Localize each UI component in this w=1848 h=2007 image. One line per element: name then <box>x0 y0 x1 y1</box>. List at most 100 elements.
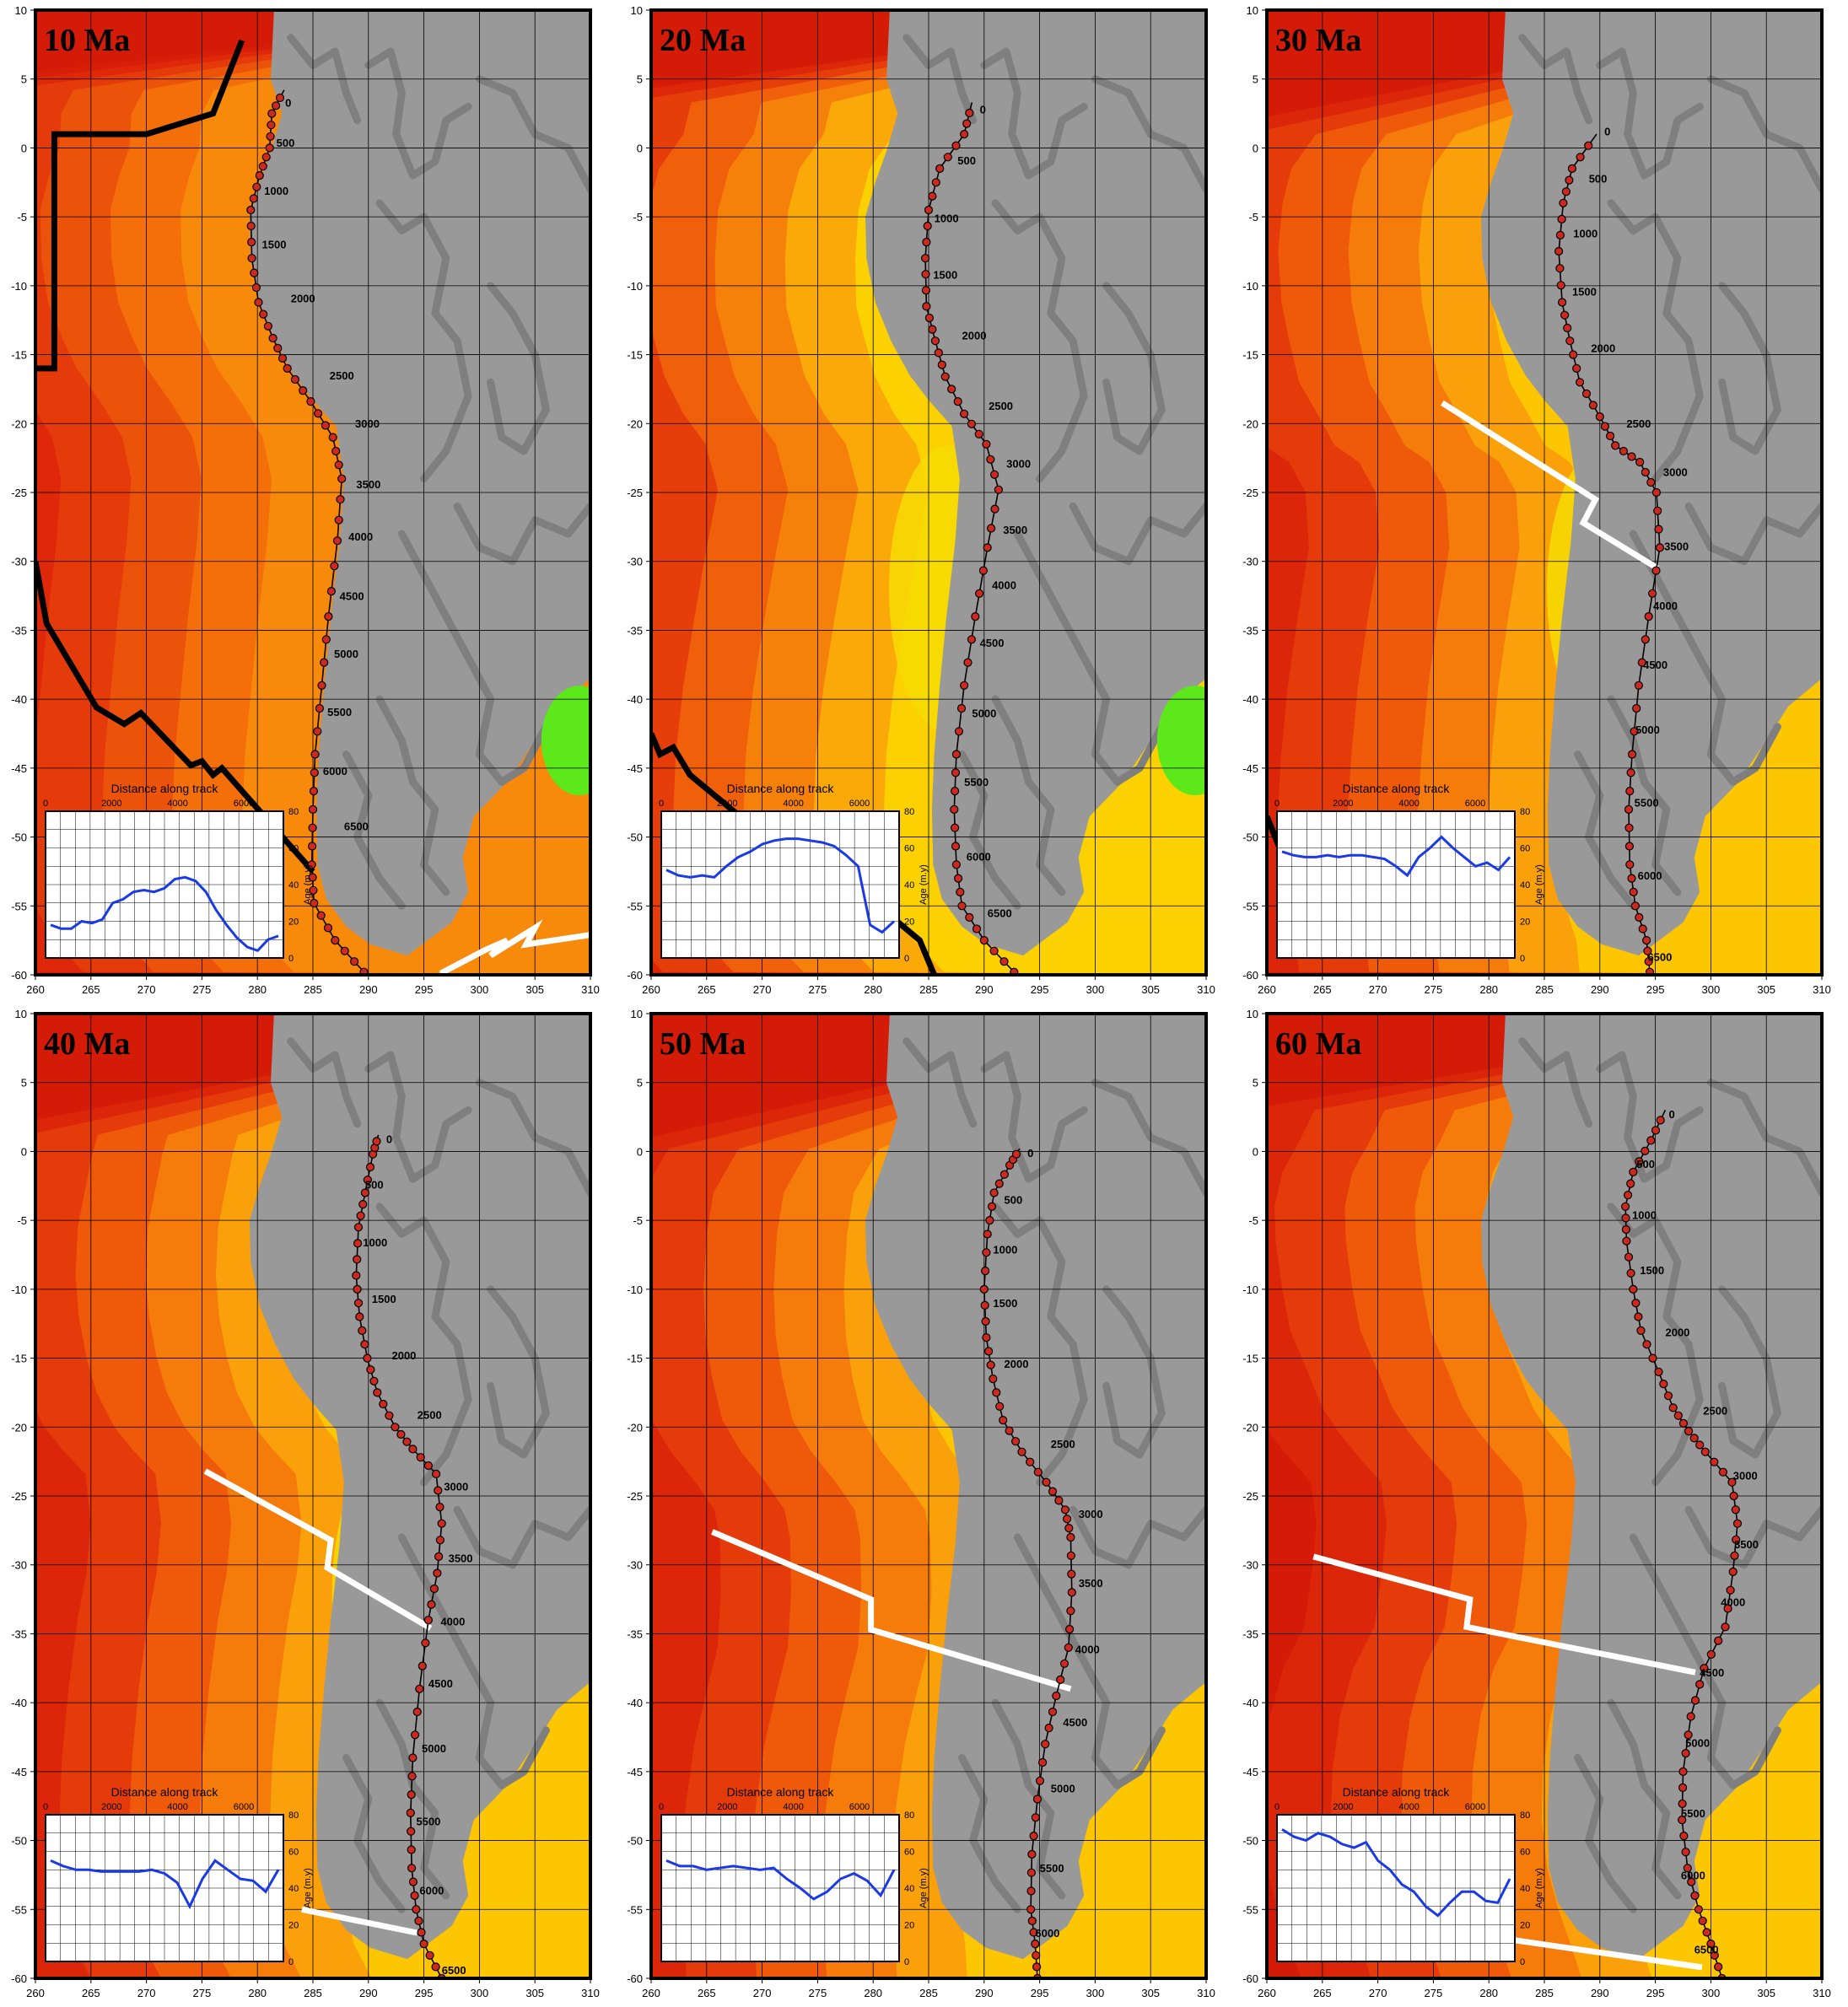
map-panel-30-ma: 0 500 1000 1500 2000 2500 3000 3500 4000 4500 5000… <box>1231 0 1847 1004</box>
land-mass <box>250 1014 590 1960</box>
inset-y-label: Age (m.y) <box>919 864 929 905</box>
track-distance-label: 2500 <box>1051 1438 1075 1450</box>
track-dot <box>326 586 336 596</box>
track-dot <box>366 1365 375 1375</box>
coastline <box>1740 1505 1822 1569</box>
track-dot <box>1619 446 1628 456</box>
y-tick-label: 0 <box>637 142 643 154</box>
track-dot <box>1026 1886 1036 1896</box>
y-tick-label: -30 <box>1242 556 1258 568</box>
track-dot <box>1654 525 1663 534</box>
x-tick-label: 265 <box>1313 983 1332 996</box>
track-dot <box>1033 1467 1043 1477</box>
track-dot <box>1646 477 1656 487</box>
track-dot <box>309 885 318 895</box>
track-dot <box>987 524 996 533</box>
panel-title: 20 Ma <box>660 23 746 58</box>
inset-y-tick: 40 <box>288 880 299 891</box>
track-distance-label: 4000 <box>1075 1643 1100 1655</box>
x-tick-label: 260 <box>1258 983 1276 996</box>
y-tick-label: -45 <box>627 762 643 775</box>
inset-y-tick: 60 <box>904 1848 914 1858</box>
inset-age-line <box>1281 835 1511 878</box>
track-dot <box>989 1375 998 1384</box>
x-tick-label: 260 <box>642 983 660 996</box>
track-dot <box>1017 1447 1026 1456</box>
track-dot <box>1668 1403 1678 1412</box>
track-distance-label: 5500 <box>964 776 989 788</box>
track-dot <box>989 946 999 955</box>
track-dot <box>975 589 984 598</box>
track-dot <box>1558 298 1567 307</box>
x-tick-label: 305 <box>1141 1987 1160 1999</box>
y-tick-label: -60 <box>1242 969 1258 982</box>
x-tick-label: 290 <box>1591 983 1609 996</box>
inset-plot: Distance along track 0 2000 4000 6000 80 60 40 2… <box>659 782 929 964</box>
inset-title: Distance along track <box>727 782 835 795</box>
track-dot <box>962 119 972 128</box>
track-dot <box>1067 1588 1076 1597</box>
track-dot <box>990 470 999 479</box>
track-dot <box>1627 452 1636 461</box>
y-tick-label: -25 <box>11 1490 27 1503</box>
track-dot <box>1648 1353 1657 1363</box>
track-dot <box>1031 1939 1040 1949</box>
track-distance-label: 0 <box>980 104 986 116</box>
track-distance-label: 6000 <box>1681 1869 1705 1881</box>
track-dot <box>1035 1776 1045 1785</box>
track-dot <box>1681 1848 1690 1857</box>
track-dot <box>931 178 940 187</box>
x-tick-label: 285 <box>919 983 938 996</box>
black-line <box>35 39 245 372</box>
track-distance-label: 3500 <box>1003 524 1027 536</box>
track-dot <box>337 474 347 483</box>
track-dot <box>1027 1916 1037 1926</box>
y-tick-label: -60 <box>627 969 643 982</box>
track-dot <box>1622 1236 1631 1246</box>
map-panel-50-ma: 0 500 1000 1500 2000 2500 3000 3500 4000 4500 5000… <box>616 1004 1231 2007</box>
inset-x-tick: 4000 <box>167 799 187 809</box>
inset-y-tick: 60 <box>288 1848 299 1858</box>
track-dot <box>431 1469 441 1479</box>
track-dot <box>1723 1604 1732 1613</box>
track-dot <box>956 703 967 713</box>
track-dot <box>310 898 319 908</box>
track-dot <box>957 901 967 911</box>
track-dot <box>1032 1951 1041 1960</box>
track-distance-label: 1500 <box>1640 1264 1664 1277</box>
coastline <box>902 34 978 125</box>
track-dot <box>980 1300 989 1310</box>
coastline <box>991 199 1088 483</box>
track-dot <box>974 429 983 439</box>
coastline <box>1102 282 1166 455</box>
track-dot <box>1066 1532 1075 1542</box>
track-dot <box>1714 1636 1723 1645</box>
coastline <box>1740 502 1822 566</box>
track-dot <box>1644 957 1653 966</box>
x-tick-label: 265 <box>82 1987 100 1999</box>
x-tick-label: 300 <box>1702 1987 1721 1999</box>
y-tick-label: -60 <box>627 1972 643 1985</box>
track-dot <box>954 727 964 736</box>
y-tick-label: -25 <box>627 487 643 499</box>
track-dot <box>308 823 317 832</box>
y-tick-label: -35 <box>627 1628 643 1640</box>
track-distance-label: 2000 <box>1005 1358 1029 1370</box>
track-dot <box>960 130 969 139</box>
track-dot <box>315 703 324 713</box>
coastline <box>991 1203 1088 1487</box>
track-dot <box>1056 1675 1065 1685</box>
track-dot <box>1600 422 1609 431</box>
map-area: 0500100015002000250030003500400045005000… <box>35 1014 590 1978</box>
track-dot <box>1031 1813 1040 1822</box>
track-dot <box>978 566 988 575</box>
y-tick-label: -60 <box>11 969 27 982</box>
y-tick-label: -35 <box>11 624 27 637</box>
map-panel-10-ma: 0 500 1000 1500 2000 2500 3000 3500 4000 4500 5000… <box>0 0 616 1004</box>
track-dot <box>1624 1191 1633 1200</box>
inset-x-tick: 0 <box>659 799 664 809</box>
track-distance-label: 6500 <box>1694 1944 1719 1956</box>
x-tick-label: 260 <box>1258 1987 1276 1999</box>
land-mass <box>250 10 590 956</box>
track-dot <box>979 1284 989 1294</box>
